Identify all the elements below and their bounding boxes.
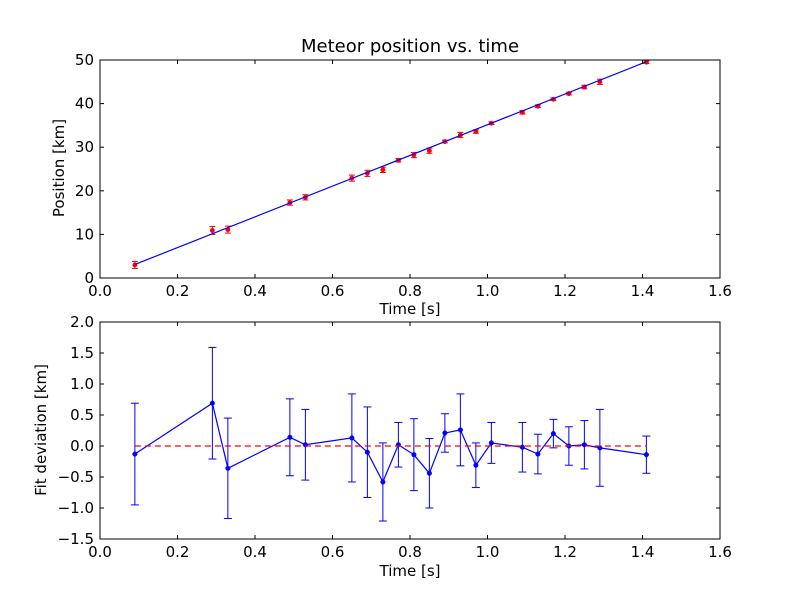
- y-tick-label: 20: [75, 182, 94, 200]
- data-point: [209, 400, 215, 406]
- data-point: [364, 449, 370, 455]
- data-point: [643, 452, 649, 458]
- x-axis-label: Time [s]: [379, 562, 441, 580]
- x-axis-label: Time [s]: [379, 300, 441, 318]
- y-tick-label: 40: [75, 95, 94, 113]
- data-point: [442, 430, 448, 436]
- data-point: [457, 427, 463, 433]
- x-tick-label: 0.2: [166, 543, 190, 561]
- chart-title: Meteor position vs. time: [301, 36, 519, 57]
- data-point: [411, 452, 417, 458]
- x-tick-label: 1.0: [476, 543, 500, 561]
- x-tick-label: 1.6: [708, 282, 732, 300]
- y-tick-label: 2.0: [70, 313, 94, 331]
- plot-area: 0.0 0.2 0.4 0.6 0.8 1.0 1.2 1.4 1.6 0 10 20 30 40 50: [75, 51, 732, 300]
- y-tick-label: 10: [75, 225, 94, 243]
- deviation-chart: Time [s] Fit deviation [km] 0.0 0.2 0.4 0.6…: [32, 313, 732, 580]
- data-point: [225, 465, 231, 471]
- x-tick-label: 0.8: [398, 282, 422, 300]
- data-point: [426, 470, 432, 476]
- x-tick-label: 0.0: [88, 543, 112, 561]
- x-tick-label: 0.2: [166, 282, 190, 300]
- data-point: [132, 451, 138, 457]
- y-tick-label: 0.5: [70, 406, 94, 424]
- data-point: [550, 431, 556, 437]
- x-tick-label: 0.0: [88, 282, 112, 300]
- x-tick-label: 0.8: [398, 543, 422, 561]
- x-tick-label: 1.2: [553, 282, 577, 300]
- y-tick-label: −0.5: [58, 468, 94, 486]
- data-point: [519, 444, 525, 450]
- data-point: [473, 462, 479, 468]
- data-point: [488, 440, 494, 446]
- data-point: [349, 435, 355, 441]
- x-tick-label: 0.4: [243, 282, 267, 300]
- y-tick-label: −1.0: [58, 499, 94, 517]
- y-tick-label: 1.0: [70, 375, 94, 393]
- x-tick-label: 1.6: [708, 543, 732, 561]
- x-tick-label: 0.6: [321, 543, 345, 561]
- plot-area: 0.0 0.2 0.4 0.6 0.8 1.0 1.2 1.4 1.6 −1.5 −1.0 −0.5 0…: [58, 313, 732, 561]
- y-tick-label: 50: [75, 51, 94, 69]
- data-point: [426, 148, 432, 154]
- deviation-line: [134, 402, 647, 484]
- y-axis-label: Fit deviation [km]: [32, 364, 50, 496]
- y-tick-label: −1.5: [58, 530, 94, 548]
- data-point: [380, 167, 386, 173]
- x-tick-label: 0.4: [243, 543, 267, 561]
- x-tick-label: 1.4: [631, 543, 655, 561]
- x-tick-label: 1.0: [476, 282, 500, 300]
- y-tick-label: 30: [75, 138, 94, 156]
- data-point: [535, 451, 541, 457]
- y-axis-label: Position [km]: [50, 119, 68, 217]
- y-tick-label: 1.5: [70, 344, 94, 362]
- data-point: [287, 434, 293, 440]
- x-tick-label: 1.2: [553, 543, 577, 561]
- y-tick-label: 0.0: [70, 437, 94, 455]
- data-point: [380, 479, 386, 485]
- position-chart: Meteor position vs. time Time [s] Positi…: [50, 36, 732, 318]
- data-point: [209, 228, 215, 233]
- x-tick-label: 1.4: [631, 282, 655, 300]
- x-tick-label: 0.6: [321, 282, 345, 300]
- y-tick-label: 0: [84, 269, 94, 287]
- fit-line: [134, 61, 647, 266]
